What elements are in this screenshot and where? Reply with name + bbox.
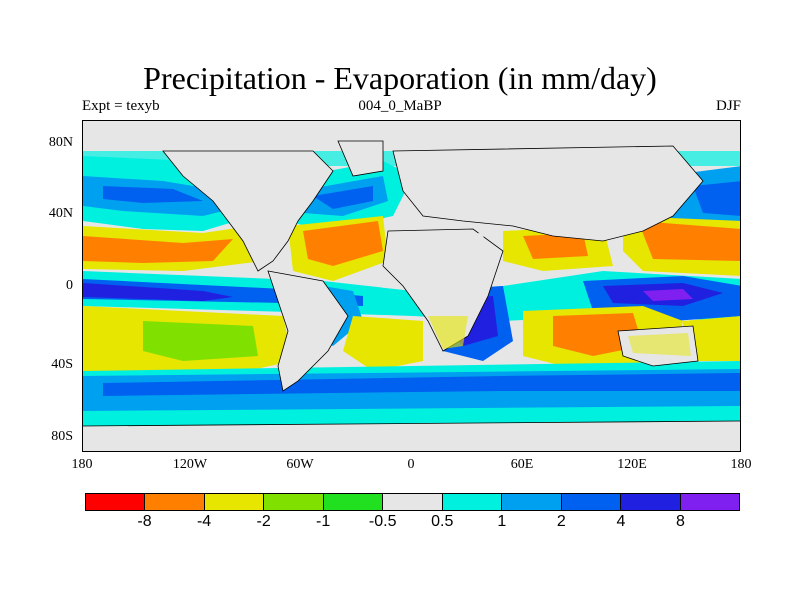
field-maritime-core2 bbox=[643, 289, 693, 301]
field-nh-subtrop-pacific-w-core bbox=[638, 221, 740, 261]
field-n-pacific-core2 bbox=[103, 186, 203, 203]
lon-label-120w: 120W bbox=[172, 457, 208, 472]
field-antarctica bbox=[83, 421, 740, 451]
field-sh-subtrop-atlantic bbox=[343, 316, 423, 371]
field-n-atlantic-core2 bbox=[313, 186, 373, 209]
lon-label-180w: 180 bbox=[71, 457, 93, 472]
colorbar-label: -4 bbox=[196, 513, 212, 530]
period-label: 004_0_MaBP bbox=[358, 98, 442, 114]
colorbar-box-3 bbox=[264, 494, 324, 510]
land-south-america bbox=[267, 270, 349, 392]
field-indian-n-core bbox=[523, 233, 588, 259]
colorbar-box-5 bbox=[383, 494, 443, 510]
season-label: DJF bbox=[715, 98, 741, 114]
lat-label-80s: 80S bbox=[51, 429, 73, 444]
land-north-america bbox=[162, 150, 334, 272]
lat-label-40s: 40S bbox=[51, 357, 73, 372]
field-n-pacific-east-core bbox=[693, 181, 740, 216]
land-greenland bbox=[337, 140, 384, 177]
colorbar-box-2 bbox=[204, 494, 265, 510]
lat-label-80n: 80N bbox=[48, 135, 73, 150]
lon-label-60w: 60W bbox=[286, 457, 314, 472]
colorbar-label: -2 bbox=[256, 513, 271, 530]
colorbar-box-7 bbox=[502, 494, 562, 510]
colorbar bbox=[85, 493, 740, 511]
plot-title: Precipitation - Evaporation (in mm/day) bbox=[143, 60, 657, 96]
colorbar-box-1 bbox=[145, 494, 205, 510]
colorbar-box-8 bbox=[561, 494, 622, 510]
lat-label-0: 0 bbox=[66, 278, 73, 293]
land-eurasia bbox=[392, 145, 704, 242]
lon-label-180e: 180 bbox=[730, 457, 752, 472]
colorbar-label: 1 bbox=[497, 513, 507, 530]
colorbar-box-4 bbox=[323, 494, 384, 510]
colorbar-label: -0.5 bbox=[368, 513, 397, 530]
colorbar-label: -8 bbox=[137, 513, 152, 530]
lon-label-0: 0 bbox=[407, 457, 415, 472]
field-africa-south-dry bbox=[428, 316, 468, 349]
field-sh-subtrop-pacific-e bbox=[683, 316, 740, 361]
map-field bbox=[83, 121, 740, 451]
lon-label-120e: 120E bbox=[617, 457, 647, 472]
field-sh-subtrop-pacific-core bbox=[143, 321, 258, 361]
colorbar-box-0 bbox=[86, 494, 146, 510]
colorbar-box-10 bbox=[680, 494, 739, 510]
colorbar-box-9 bbox=[621, 494, 681, 510]
field-so-belt-core bbox=[103, 373, 740, 396]
field-australia-dry bbox=[628, 333, 691, 356]
colorbar-label: -1 bbox=[316, 513, 331, 530]
experiment-label: Expt = texyb bbox=[82, 98, 160, 114]
precip-minus-evap-map bbox=[82, 120, 741, 452]
colorbar-box-6 bbox=[442, 494, 503, 510]
lon-label-60e: 60E bbox=[510, 457, 534, 472]
colorbar-label: 8 bbox=[676, 513, 685, 530]
field-nh-subtrop-atlantic-core bbox=[303, 221, 383, 266]
colorbar-label: 2 bbox=[556, 513, 566, 530]
field-nh-subtrop-pacific-core bbox=[83, 236, 233, 263]
land-antarctica bbox=[83, 420, 740, 427]
colorbar-label: 4 bbox=[616, 513, 626, 530]
field-sahara bbox=[393, 233, 488, 276]
colorbar-label: 0.5 bbox=[431, 513, 454, 530]
lat-label-40n: 40N bbox=[48, 206, 73, 221]
field-itcz-core2 bbox=[83, 283, 233, 301]
